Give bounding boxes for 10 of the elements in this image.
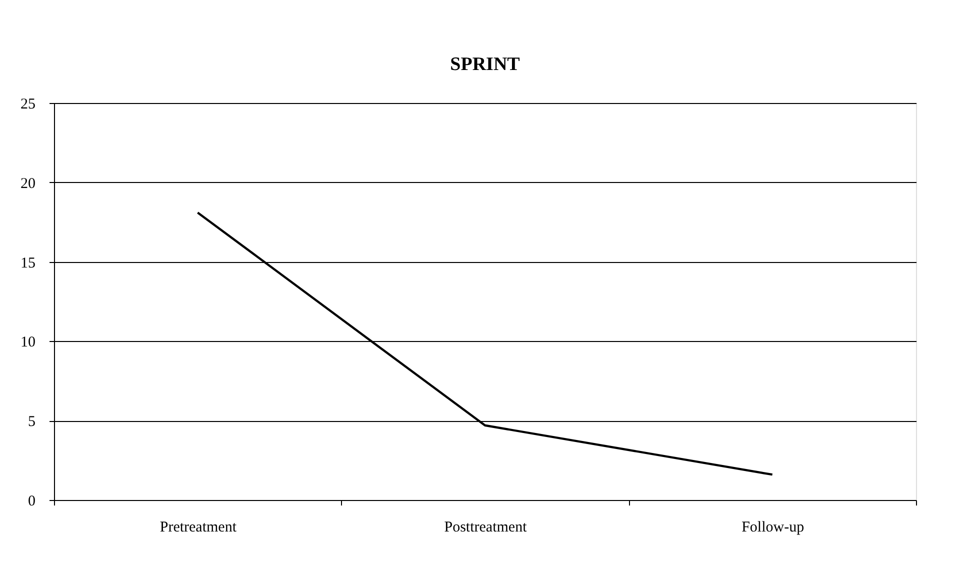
chart-title: SPRINT xyxy=(450,54,520,75)
y-tick-label: 20 xyxy=(20,176,36,192)
y-tick-label: 5 xyxy=(28,414,36,430)
y-tick-label: 15 xyxy=(20,255,36,272)
y-tick-label: 10 xyxy=(20,334,36,351)
x-tick-label: Posttreatment xyxy=(444,520,528,536)
x-tick-label: Pretreatment xyxy=(160,520,238,536)
x-tick-label: Follow-up xyxy=(742,520,804,536)
y-tick-label: 25 xyxy=(20,96,36,112)
y-tick-label: 0 xyxy=(28,494,36,510)
